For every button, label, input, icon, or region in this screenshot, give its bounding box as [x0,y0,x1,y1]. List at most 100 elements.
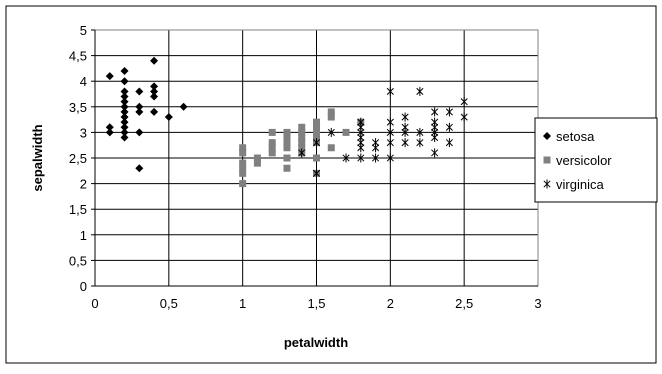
x-tick-label: 0,5 [160,296,178,311]
setosa-point [120,128,129,137]
x-tick-label: 3 [534,296,541,311]
versicolor-point [283,144,291,152]
x-tick-label: 2 [387,296,394,311]
versicolor-point [268,149,276,157]
versicolor-point [342,128,350,136]
virginica-point [416,138,424,148]
x-axis-title: petalwidth [284,335,348,350]
setosa-point [120,97,129,106]
virginica-point [386,153,394,163]
versicolor-point [253,154,261,162]
virginica-point [445,107,453,117]
versicolor-point [298,128,306,136]
setosa-point [135,107,144,116]
y-tick-label: 4 [80,74,87,89]
setosa-point [150,92,159,101]
setosa-point [120,107,129,116]
setosa-point [164,113,173,122]
versicolor-point [313,123,320,131]
virginica-point [357,117,365,127]
x-tick-label: 2,5 [455,296,473,311]
versicolor-point [268,144,276,152]
setosa-point [120,102,129,111]
y-tick-label: 5 [80,23,87,38]
virginica-point [372,138,380,148]
setosa-point [150,87,159,96]
setosa-point [105,128,114,137]
virginica-point [401,112,409,122]
virginica-point [386,117,394,127]
y-tick-label: 2 [80,177,87,192]
virginica-point [327,127,335,137]
y-tick-label: 1,5 [69,202,87,217]
y-tick-label: 3 [80,125,87,140]
setosa-point [179,102,188,111]
series-setosa [105,56,188,173]
virginica-point [401,138,409,148]
y-tick-label: 1 [80,228,87,243]
virginica-point [357,153,365,163]
setosa-point [120,118,129,127]
data-points [105,56,468,188]
versicolor-point [239,149,247,157]
virginica-point [445,122,453,132]
virginica-point [312,138,321,148]
setosa-point [120,87,129,96]
x-tick-label: 0 [91,296,98,311]
versicolor-point [327,144,335,152]
versicolor-point [283,134,291,142]
versicolor-point [298,144,306,152]
setosa-point [135,164,144,173]
versicolor-point [239,159,247,167]
versicolor-point [313,134,320,142]
versicolor-point [313,128,320,136]
legend-label-setosa: setosa [556,129,595,144]
virginica-point [431,117,439,127]
versicolor-point [298,139,306,147]
virginica-point [386,127,394,137]
setosa-point [135,128,144,137]
y-axis-title: sepalwidth [30,124,45,191]
versicolor-point [239,164,247,172]
versicolor-point [283,128,291,136]
versicolor-point [268,139,276,147]
axes: 0 0,5 1 1,5 2 2,5 3 0 0,5 1 1,5 2 2,5 3 3,5 4 4,5 5 [69,23,542,311]
versicolor-point [313,118,320,126]
versicolor-point [283,154,291,162]
setosa-point [135,87,144,96]
legend-marker-virginica [543,179,551,189]
virginica-point [342,153,350,163]
virginica-point [460,112,468,122]
x-tick-label: 1 [239,296,246,311]
virginica-point [386,86,394,96]
virginica-point [416,86,424,96]
virginica-point [372,153,380,163]
setosa-point [105,72,114,81]
versicolor-point [253,159,261,167]
versicolor-point [239,144,247,152]
y-tick-label: 0,5 [69,253,87,268]
y-tick-label: 4,5 [69,49,87,64]
versicolor-point [283,139,291,147]
setosa-point [120,133,129,142]
versicolor-point [283,164,291,172]
setosa-point [120,66,129,75]
setosa-point [120,77,129,86]
y-tick-label: 2,5 [69,151,87,166]
virginica-point [386,138,394,148]
legend: setosa versicolor virginica [534,117,658,203]
setosa-point [120,123,129,132]
setosa-point [120,92,129,101]
setosa-point [135,102,144,111]
setosa-point [150,82,159,91]
legend-marker-versicolor [543,156,551,164]
setosa-point [150,107,159,116]
legend-label-virginica: virginica [556,177,604,192]
virginica-point [431,148,439,158]
virginica-point [416,127,424,137]
legend-label-versicolor: versicolor [556,153,612,168]
virginica-point [298,148,306,158]
versicolor-point [327,113,335,121]
